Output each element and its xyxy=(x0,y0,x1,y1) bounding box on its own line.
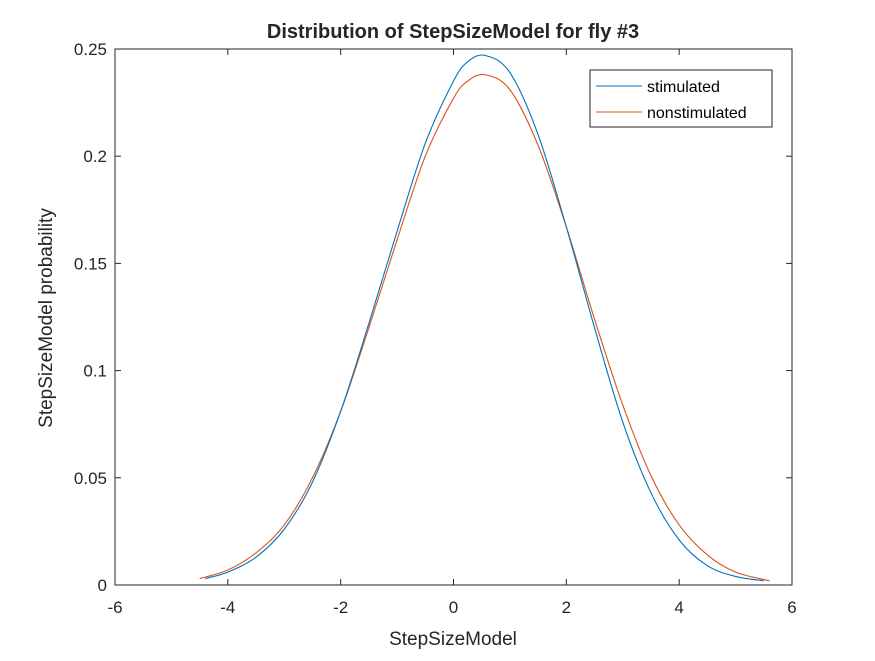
legend-label-nonstimulated: nonstimulated xyxy=(647,105,747,122)
y-tick-label: 0.1 xyxy=(83,362,107,381)
series-line-stimulated xyxy=(205,54,764,582)
legend-label-stimulated: stimulated xyxy=(647,79,720,96)
series-line-nonstimulated xyxy=(199,73,770,582)
plot-area-frame xyxy=(114,48,793,586)
x-tick-label: 4 xyxy=(674,598,683,617)
y-tick-label: 0.05 xyxy=(74,469,107,488)
chart-title: Distribution of StepSizeModel for fly #3 xyxy=(267,21,639,43)
x-tick-label: 2 xyxy=(562,598,571,617)
x-tick-label: -2 xyxy=(333,598,348,617)
y-tick-label: 0 xyxy=(98,576,107,595)
x-tick-label: 6 xyxy=(787,598,796,617)
legend: stimulated nonstimulated xyxy=(589,69,773,128)
y-tick-label: 0.15 xyxy=(74,254,107,273)
x-axis-label: StepSizeModel xyxy=(389,629,517,650)
x-tick-label: -4 xyxy=(220,598,235,617)
x-tick-label: -6 xyxy=(107,598,122,617)
series-layer xyxy=(199,54,770,582)
y-tick-label: 0.2 xyxy=(83,147,107,166)
y-axis-label: StepSizeModel probability xyxy=(36,208,57,428)
x-tick-label: 0 xyxy=(449,598,458,617)
y-tick-label: 0.25 xyxy=(74,40,107,59)
ticks-layer: -6 -4 -2 0 2 4 6 0 0.05 0.1 0.15 0.2 0.25 xyxy=(74,40,797,617)
legend-box xyxy=(589,69,773,128)
